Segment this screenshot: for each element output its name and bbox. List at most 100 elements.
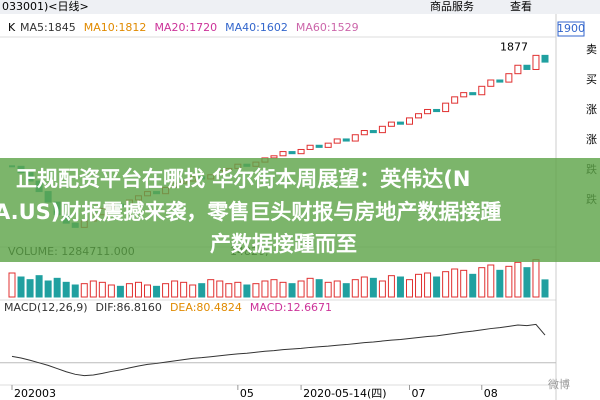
menu[interactable]: 查看 [510, 0, 532, 13]
candle [324, 142, 332, 148]
volume-bar [415, 273, 423, 298]
candle [469, 92, 477, 96]
top-bar [0, 0, 600, 14]
k-label: K [8, 21, 16, 34]
volume-bar [496, 269, 504, 298]
banner [0, 158, 600, 262]
volume-bar [125, 283, 133, 298]
volume-bar [243, 284, 251, 298]
volume-bar [216, 280, 224, 298]
volume-bar [315, 279, 323, 298]
volume-bar [17, 276, 25, 298]
volume-bar [162, 283, 170, 298]
candle [496, 79, 504, 83]
volume-bar [107, 284, 115, 298]
candle [351, 134, 359, 142]
candle [405, 117, 413, 125]
candle [460, 92, 468, 98]
volume-bar [144, 284, 152, 298]
banner-text: A.US)财报震撼来袭，零售巨头财报与房地产数据接踵 [0, 200, 501, 224]
volume-bar [424, 272, 432, 298]
volume-bar [134, 281, 142, 298]
candle [442, 102, 450, 113]
volume-bar [62, 281, 70, 298]
ma-label: MA40:1602 [225, 21, 288, 34]
volume-bar [35, 275, 43, 298]
ma-label: MA5:1845 [20, 21, 76, 34]
volume-bar [288, 283, 296, 298]
candle [433, 108, 441, 113]
volume-bar [324, 281, 332, 298]
candle [396, 121, 404, 125]
candle [532, 54, 540, 70]
volume-bar [360, 276, 368, 298]
code: 033001)<日线> [2, 0, 89, 13]
volume-bar [469, 273, 477, 298]
volume-bar [478, 267, 486, 298]
date-label: 08 [484, 387, 498, 400]
volume-bar [234, 281, 242, 298]
volume-bar [342, 283, 350, 298]
volume-bar [297, 280, 305, 298]
volume-bar [369, 277, 377, 298]
volume-bar [451, 268, 459, 298]
volume-bar [180, 281, 188, 298]
volume-bar [387, 275, 395, 298]
volume-bar [505, 265, 513, 298]
volume-bar [460, 269, 468, 298]
volume-bar [8, 272, 16, 298]
volume-bar [225, 283, 233, 298]
volume-bar [433, 276, 441, 298]
candle [505, 73, 513, 83]
volume-bar [514, 261, 522, 298]
volume-bar [53, 277, 61, 298]
banner-text: 产数据接踵而至 [210, 232, 357, 256]
candle [523, 64, 531, 70]
date-label: 202003 [14, 387, 56, 400]
volume-bar [279, 281, 287, 298]
candle [369, 130, 377, 134]
candle [378, 125, 386, 134]
macd-label: DIF:86.8160 [96, 301, 162, 314]
high-label: 1877 [500, 40, 528, 53]
volume-bar [198, 283, 206, 298]
volume-bar [523, 267, 531, 298]
volume-bar [207, 279, 215, 298]
candle [415, 113, 423, 119]
date-label: 07 [411, 387, 425, 400]
menu[interactable]: 商品服务 [430, 0, 474, 13]
side-label: 涨 [586, 103, 597, 116]
ma-label: MA60:1529 [296, 21, 359, 34]
volume-bar [487, 264, 495, 298]
side-label: 买 [586, 73, 597, 86]
volume-bar [171, 280, 179, 298]
volume-bar [351, 279, 359, 298]
volume-bar [541, 279, 549, 298]
volume-bar [44, 280, 52, 298]
candle [387, 121, 395, 127]
volume-bar [98, 281, 106, 298]
candle [279, 151, 287, 157]
candle [315, 144, 323, 148]
volume-bar [26, 279, 34, 298]
volume-bar [116, 285, 124, 298]
volume-bar [80, 283, 88, 298]
candle [342, 138, 350, 142]
volume-bar [405, 279, 413, 298]
candle [478, 85, 486, 96]
volume-bar [270, 279, 278, 298]
macd-label: DEA:80.4824 [170, 301, 242, 314]
candle [541, 54, 549, 63]
volume-bar [378, 280, 386, 298]
candle [333, 138, 341, 144]
volume-bar [306, 277, 314, 298]
volume-bar [252, 283, 260, 298]
side-label: 卖 [586, 43, 597, 56]
volume-bar [71, 284, 79, 298]
volume-bar [261, 280, 269, 298]
dif-line [11, 323, 546, 377]
candle [288, 151, 296, 155]
side-label: 涨 [586, 133, 597, 146]
candle [514, 64, 522, 75]
